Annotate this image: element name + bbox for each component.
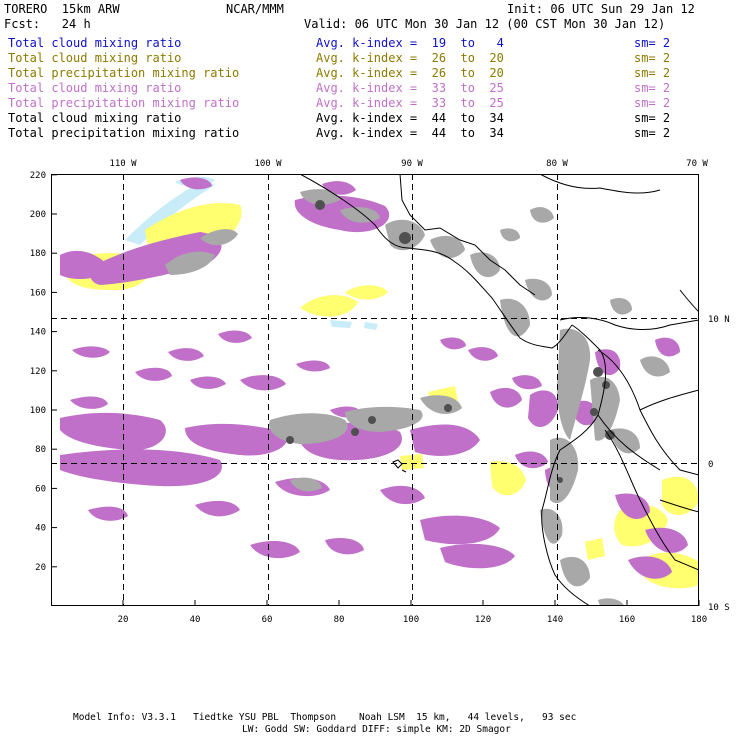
model-title: TORERO 15km ARW — [4, 2, 120, 16]
x-tick-label: 160 — [619, 615, 635, 625]
legend-sm: sm= 2 — [634, 96, 671, 110]
south-america-west-coast — [541, 324, 607, 606]
cuba-island — [539, 174, 661, 194]
x-tick-label: 180 — [691, 615, 707, 625]
lon-label: 110 W — [109, 159, 137, 169]
lon-label: 90 W — [401, 159, 423, 169]
valid-time: Valid: 06 UTC Mon 30 Jan 12 (00 CST Mon … — [304, 17, 666, 31]
legend-sm: sm= 2 — [634, 81, 671, 95]
legend-kindex: Avg. k-index = 33 to 25 — [316, 96, 504, 110]
brazil-border — [639, 389, 699, 411]
coastline-layer — [299, 174, 699, 606]
y-tick-label: 80 — [35, 445, 46, 455]
y-tick-label: 160 — [30, 288, 46, 298]
lon-label: 70 W — [686, 159, 708, 169]
legend-field: Total precipitation mixing ratio — [8, 126, 240, 140]
x-tick-label: 60 — [262, 615, 273, 625]
y-tick-label: 180 — [30, 249, 46, 259]
peru-border — [597, 414, 661, 471]
model-info-line1: Model Info: V3.3.1 Tiedtke YSU PBL Thomp… — [73, 712, 577, 723]
y-tick-label: 200 — [30, 210, 46, 220]
x-tick-label: 100 — [403, 615, 419, 625]
legend-kindex: Avg. k-index = 26 to 20 — [316, 66, 504, 80]
legend-field: Total precipitation mixing ratio — [8, 96, 240, 110]
x-axis: 2040608010012014016018020022024026028030… — [118, 600, 707, 625]
legend-sm: sm= 2 — [634, 111, 671, 125]
caribbean-coast — [559, 317, 699, 330]
lat-label: 10 S — [708, 603, 730, 613]
y-tick-label: 100 — [30, 406, 46, 416]
legend-sm: sm= 2 — [634, 51, 671, 65]
latitude-labels: 10 N 0 10 S — [708, 315, 730, 613]
lon-label: 100 W — [254, 159, 282, 169]
hispaniola-island — [679, 289, 699, 313]
precip-dark-cores — [286, 200, 615, 483]
andes-border — [604, 429, 699, 571]
y-axis: 20 40 60 80 100 120 140 160 180 200 220 — [30, 171, 57, 573]
legend-kindex: Avg. k-index = 33 to 25 — [316, 81, 504, 95]
x-tick-label: 20 — [118, 615, 129, 625]
lon-label: 80 W — [546, 159, 568, 169]
legend-field: Total cloud mixing ratio — [8, 81, 182, 95]
lat-label: 0 — [708, 460, 713, 470]
y-tick-label: 140 — [30, 328, 46, 338]
legend-kindex: Avg. k-index = 19 to 4 — [316, 36, 504, 50]
legend-field: Total cloud mixing ratio — [8, 111, 182, 125]
x-tick-label: 80 — [334, 615, 345, 625]
x-tick-label: 40 — [190, 615, 201, 625]
precipitation-field-layer — [60, 176, 699, 606]
legend-field: Total cloud mixing ratio — [8, 36, 182, 50]
legend-sm: sm= 2 — [634, 66, 671, 80]
y-tick-label: 40 — [35, 524, 46, 534]
latlon-grid — [51, 174, 699, 606]
y-tick-label: 60 — [35, 484, 46, 494]
legend-sm: sm= 2 — [634, 126, 671, 140]
legend-kindex: Avg. k-index = 44 to 34 — [316, 126, 504, 140]
longitude-labels: 110 W 100 W 90 W 80 W 70 W — [109, 159, 708, 169]
center-label: NCAR/MMM — [226, 2, 284, 16]
legend-kindex: Avg. k-index = 26 to 20 — [316, 51, 504, 65]
legend-field: Total cloud mixing ratio — [8, 51, 182, 65]
init-time: Init: 06 UTC Sun 29 Jan 12 — [507, 2, 695, 16]
legend-kindex: Avg. k-index = 44 to 34 — [316, 111, 504, 125]
legend-field: Total precipitation mixing ratio — [8, 66, 240, 80]
map-frame — [51, 174, 699, 606]
mexico-central-america-coast — [299, 174, 573, 349]
x-tick-label: 120 — [475, 615, 491, 625]
y-tick-label: 220 — [30, 171, 46, 181]
y-tick-label: 120 — [30, 367, 46, 377]
forecast-hour: Fcst: 24 h — [4, 17, 91, 31]
lat-label: 10 N — [708, 315, 730, 325]
bolivia-border — [659, 499, 699, 513]
model-info-line2: LW: Godd SW: Goddard DIFF: simple KM: 2D… — [242, 724, 511, 735]
legend-sm: sm= 2 — [634, 36, 671, 50]
y-tick-label: 20 — [35, 563, 46, 573]
x-tick-label: 140 — [547, 615, 563, 625]
gulf-coast — [399, 174, 536, 296]
